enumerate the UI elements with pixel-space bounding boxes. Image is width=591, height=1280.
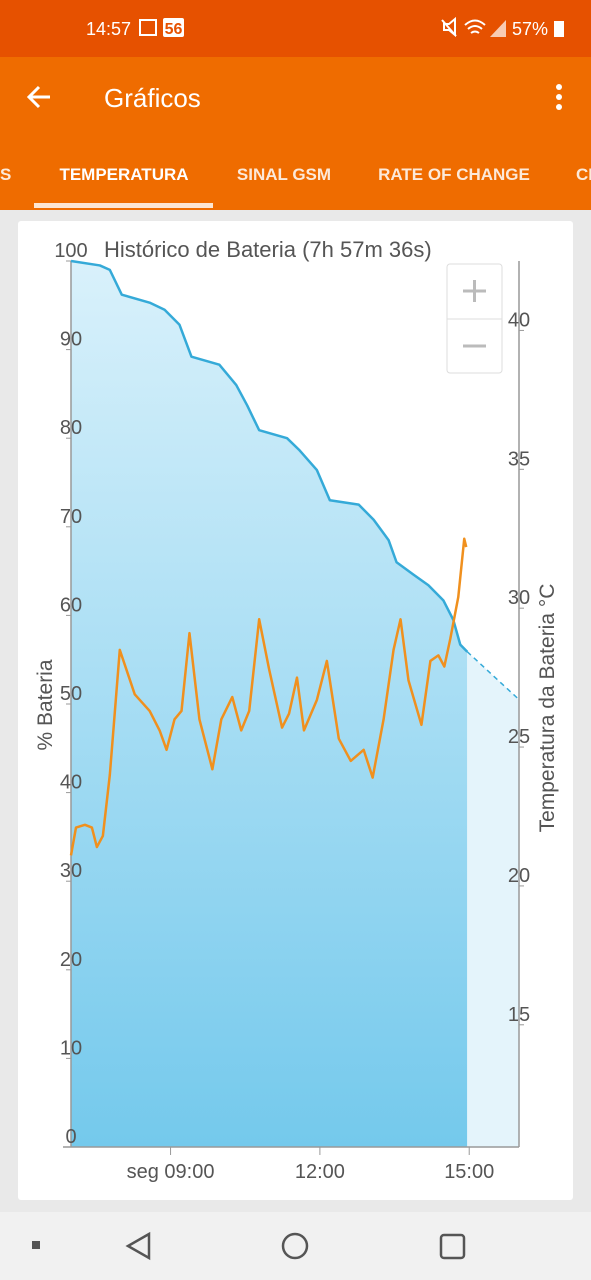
y2-tick-label: 25 — [508, 726, 530, 748]
y2-tick-label: 40 — [508, 309, 530, 331]
zoom-controls — [446, 263, 503, 374]
y-tick-label: 0 — [65, 1126, 76, 1148]
nav-bar — [0, 1212, 591, 1280]
x-tick-label: 12:00 — [295, 1161, 345, 1183]
plot: 0 10 20 30 40 50 60 70 80 90 100 15 20 25 30 35 40 seg 09… — [54, 240, 530, 1183]
y-tick-label: 10 — [60, 1037, 82, 1059]
nav-home[interactable] — [281, 1232, 309, 1260]
y-tick-label: 60 — [60, 594, 82, 616]
tab[interactable]: RATE OF CHANGE — [378, 165, 530, 184]
y-tick-label: 80 — [60, 417, 82, 439]
back-button[interactable] — [26, 85, 50, 109]
wifi-icon — [464, 19, 486, 34]
signal-icon — [490, 20, 506, 37]
dot — [556, 104, 562, 110]
gallery-icon — [139, 19, 157, 36]
y2-tick-label: 20 — [508, 865, 530, 887]
y-tick-label: 90 — [60, 329, 82, 351]
badge: 56 — [165, 21, 183, 38]
clock: 14:57 — [86, 19, 131, 39]
app-bar — [0, 57, 591, 210]
series-line — [69, 537, 468, 856]
y-tick-label: 70 — [60, 506, 82, 528]
y2-tick-label: 30 — [508, 587, 530, 609]
y2-axis-label: Temperatura da Bateria °C — [536, 584, 559, 833]
nav-recents[interactable] — [439, 1233, 466, 1260]
battery-icon — [554, 21, 564, 37]
x-tick-label: seg 09:00 — [127, 1161, 215, 1183]
y-axis-label: % Bateria — [34, 659, 57, 750]
menu-button[interactable] — [556, 84, 562, 110]
battery-percent: 57% — [512, 19, 548, 39]
y-tick-label: 40 — [60, 772, 82, 794]
nav-dot[interactable] — [32, 1241, 40, 1249]
mute-icon — [441, 16, 457, 38]
y-tick-label: 100 — [54, 240, 87, 262]
y-tick-label: 50 — [60, 683, 82, 705]
y2-tick-label: 35 — [508, 448, 530, 470]
status-bar — [0, 0, 591, 57]
badge-bg — [163, 18, 184, 37]
app-title: Gráficos — [104, 83, 201, 113]
tab[interactable]: TEMPERATURA — [59, 165, 188, 184]
x-tick-label: 15:00 — [444, 1161, 494, 1183]
dot — [556, 94, 562, 100]
area — [467, 651, 519, 1147]
tab[interactable]: S — [0, 165, 11, 184]
y2-tick-label: 15 — [508, 1004, 530, 1026]
dot — [556, 84, 562, 90]
tab-indicator — [34, 203, 213, 208]
tab-bar: S TEMPERATURA SINAL GSM RATE OF CHANGE C… — [0, 165, 591, 184]
y-tick-label: 30 — [60, 860, 82, 882]
zoom-in[interactable] — [463, 280, 486, 302]
tab[interactable]: SINAL GSM — [237, 165, 331, 184]
area — [71, 261, 468, 1147]
series-line — [70, 259, 469, 653]
y-tick-label: 20 — [60, 949, 82, 971]
nav-back[interactable] — [125, 1231, 151, 1261]
series-line — [466, 651, 520, 701]
tab[interactable]: CI — [576, 165, 591, 184]
chart-title: Histórico de Bateria (7h 57m 36s) — [104, 237, 432, 262]
